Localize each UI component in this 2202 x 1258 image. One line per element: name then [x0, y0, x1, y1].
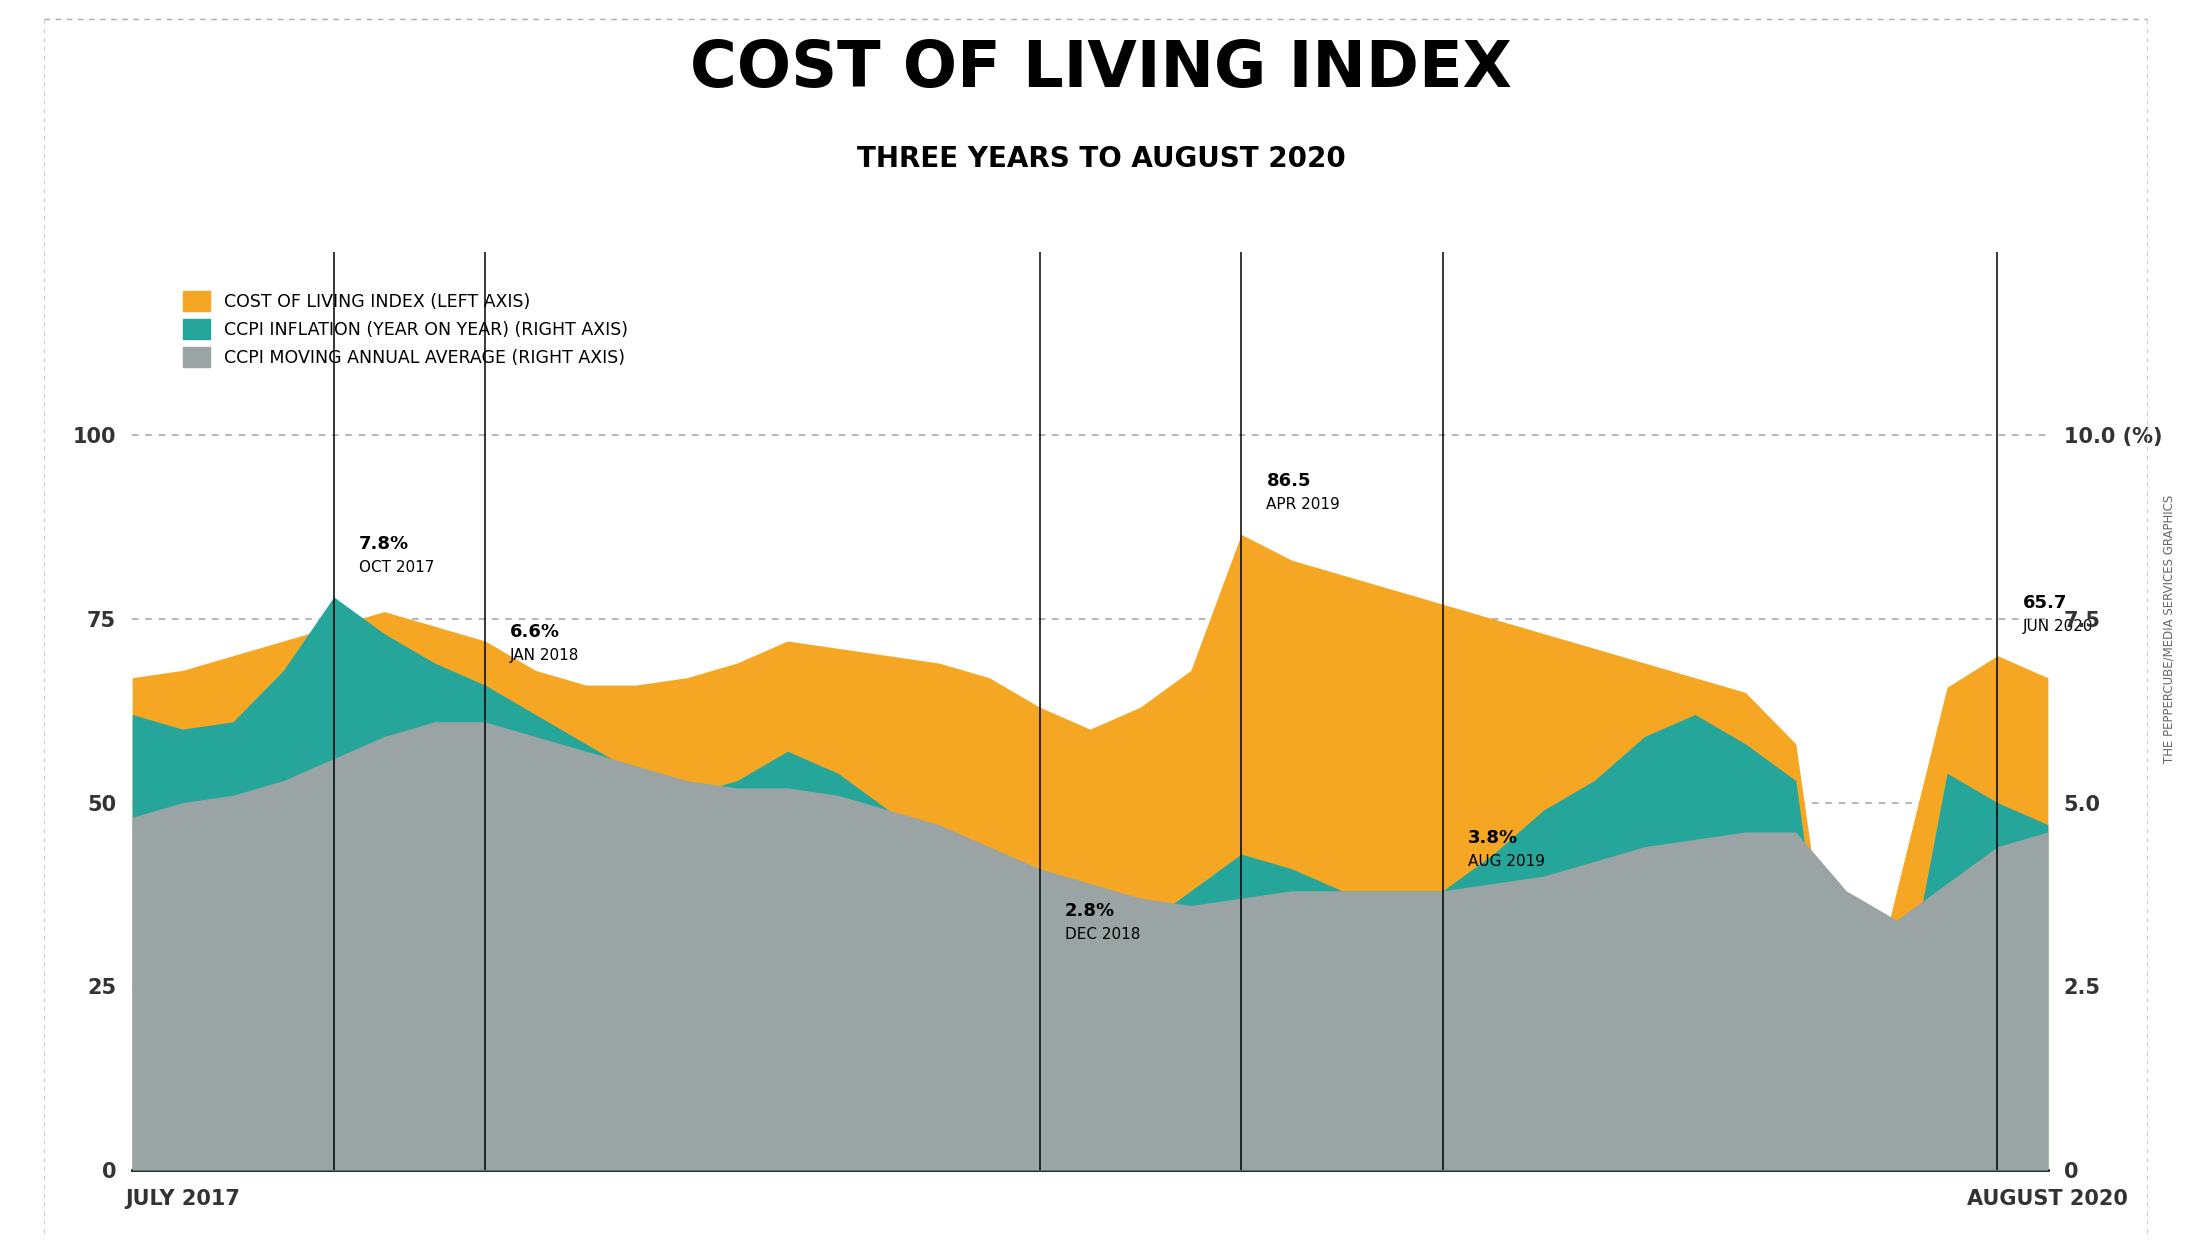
Text: THE PEPPERCUBE/MEDIA SERVICES GRAPHICS: THE PEPPERCUBE/MEDIA SERVICES GRAPHICS [2162, 494, 2176, 764]
Text: OCT 2017: OCT 2017 [359, 560, 434, 575]
Text: COST OF LIVING INDEX: COST OF LIVING INDEX [689, 38, 1513, 99]
Legend: COST OF LIVING INDEX (LEFT AXIS), CCPI INFLATION (YEAR ON YEAR) (RIGHT AXIS), CC: COST OF LIVING INDEX (LEFT AXIS), CCPI I… [178, 288, 632, 371]
Text: THREE YEARS TO AUGUST 2020: THREE YEARS TO AUGUST 2020 [857, 145, 1345, 172]
Text: JAN 2018: JAN 2018 [511, 648, 579, 663]
Text: 3.8%: 3.8% [1469, 829, 1517, 847]
Text: 65.7: 65.7 [2024, 594, 2068, 611]
Text: 7.8%: 7.8% [359, 535, 410, 552]
Text: AUG 2019: AUG 2019 [1469, 854, 1546, 869]
Text: 6.6%: 6.6% [511, 623, 559, 642]
Text: 2.8%: 2.8% [1066, 902, 1114, 920]
Text: DEC 2018: DEC 2018 [1066, 927, 1141, 942]
Text: 86.5: 86.5 [1266, 472, 1310, 491]
Text: APR 2019: APR 2019 [1266, 497, 1341, 512]
Text: JUN 2020: JUN 2020 [2024, 619, 2094, 634]
